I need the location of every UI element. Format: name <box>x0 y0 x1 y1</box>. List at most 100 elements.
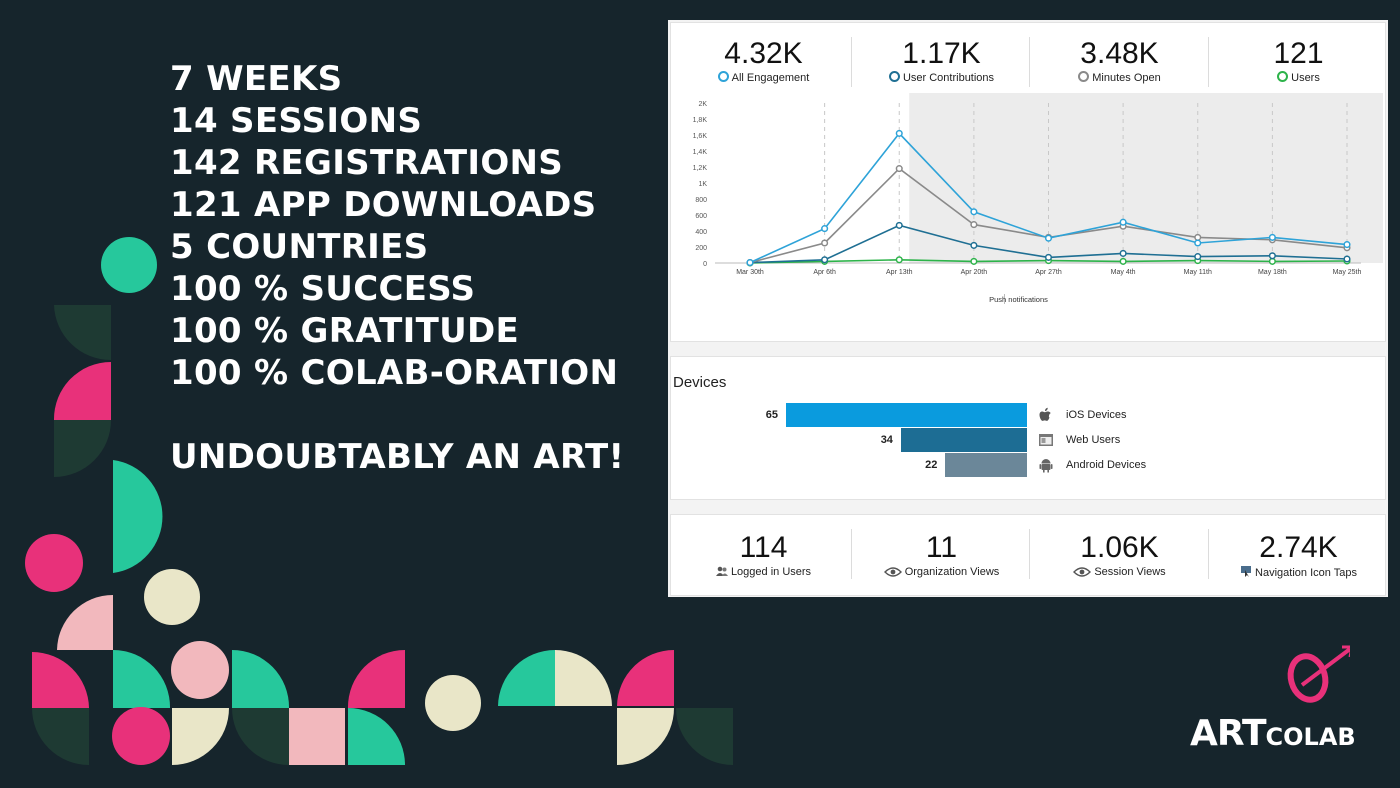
logo-text-art: ART <box>1190 713 1267 754</box>
kpi-label: All Engagement <box>731 72 810 84</box>
data-point <box>1268 252 1276 260</box>
stat-line: 121 APP DOWNLOADS <box>170 185 597 225</box>
data-point <box>895 129 903 137</box>
devices-card: Devices 65 iOS Devices 34 Web Users 22 Androi… <box>670 356 1386 500</box>
kpi-session-views[interactable]: 1.06K Session Views <box>1037 531 1202 579</box>
data-point <box>895 165 903 173</box>
stat-line: 7 WEEKS <box>170 59 343 99</box>
tagline: UNDOUBTABLY AN ART! <box>170 437 625 477</box>
device-value: 22 <box>925 459 938 471</box>
kpi-label: Logged in Users <box>730 566 812 578</box>
legend-ring-icon <box>888 71 900 82</box>
users-icon <box>715 566 728 576</box>
x-tick-label: May 25th <box>1333 269 1362 276</box>
legend-ring-icon <box>1277 71 1289 82</box>
data-point <box>821 239 829 247</box>
kpi-value: 1.17K <box>902 37 981 70</box>
x-tick-label: May 4th <box>1111 269 1136 276</box>
x-tick-label: Apr 20th <box>961 269 988 276</box>
eye-icon <box>1073 567 1092 577</box>
apple-icon <box>1038 407 1054 423</box>
eye-icon <box>883 567 902 577</box>
kpi-organization-views[interactable]: 11 Organization Views <box>859 531 1024 579</box>
y-tick-label: 800 <box>695 197 707 204</box>
x-tick-label: Apr 13th <box>886 269 913 276</box>
engagement-line-chart: 0 200 400 600 800 1K 1,2K 1,4K 1,6K 1,8K 2K Mar 30t… <box>693 93 1383 304</box>
decorative-shapes <box>25 237 733 765</box>
shaded-region <box>909 93 1383 263</box>
data-point <box>970 257 978 265</box>
tap-icon <box>1241 566 1252 577</box>
legend-ring-icon <box>717 71 729 82</box>
data-point <box>1044 253 1053 261</box>
device-label: Web Users <box>1066 434 1121 446</box>
kpi-user-contributions[interactable]: 1.17K User Contributions <box>859 37 1024 85</box>
y-tick-label: 200 <box>695 245 707 252</box>
y-tick-label: 1,6K <box>693 133 708 140</box>
device-bar <box>945 453 1027 477</box>
kpi-value: 114 <box>739 531 788 564</box>
kpi-all-engagement[interactable]: 4.32K All Engagement <box>681 37 846 85</box>
stats-list: 7 WEEKS 14 SESSIONS 142 REGISTRATIONS 12… <box>170 58 624 478</box>
data-point <box>1194 253 1202 261</box>
views-card: 114 Logged in Users 11 Organization View… <box>670 514 1386 596</box>
engagement-card: 4.32K All Engagement 1.17K User Contribu… <box>670 22 1386 342</box>
annotation-label: Push notifications <box>989 295 1048 304</box>
y-tick-label: 1K <box>698 181 707 188</box>
data-point <box>821 225 829 233</box>
kpi-minutes-open[interactable]: 3.48K Minutes Open <box>1037 37 1202 85</box>
data-point <box>1119 257 1127 265</box>
device-label: iOS Devices <box>1066 409 1127 421</box>
data-point <box>1268 257 1276 265</box>
legend-ring-icon <box>1078 71 1090 82</box>
y-tick-label: 1,8K <box>693 117 708 124</box>
data-point <box>746 259 754 267</box>
android-icon <box>1038 457 1054 473</box>
kpi-value: 4.32K <box>724 37 803 70</box>
stat-line: 100 % GRATITUDE <box>170 311 520 351</box>
y-tick-label: 0 <box>703 261 707 268</box>
x-tick-label: Apr 27th <box>1035 269 1062 276</box>
stat-line: 100 % SUCCESS <box>170 269 476 309</box>
data-point <box>895 256 903 264</box>
x-tick-label: Mar 30th <box>736 269 764 276</box>
kpi-label: Organization Views <box>904 566 1000 578</box>
device-label: Android Devices <box>1066 459 1147 471</box>
x-tick-label: Apr 6th <box>813 269 836 276</box>
data-point <box>970 208 978 216</box>
kpi-value: 2.74K <box>1259 531 1338 564</box>
y-tick-label: 400 <box>695 229 707 236</box>
dashboard-panel: 4.32K All Engagement 1.17K User Contribu… <box>668 20 1388 597</box>
data-point <box>970 241 978 249</box>
data-point <box>1194 233 1202 241</box>
data-point <box>970 221 978 229</box>
kpi-label: Navigation Icon Taps <box>1255 567 1357 579</box>
kpi-logged-in-users[interactable]: 114 Logged in Users <box>681 531 846 579</box>
data-point <box>1194 239 1202 247</box>
kpi-value: 11 <box>925 531 958 564</box>
stat-line: 100 % COLAB-ORATION <box>170 353 619 393</box>
device-value: 34 <box>880 434 893 446</box>
stat-line: 14 SESSIONS <box>170 101 423 141</box>
device-value: 65 <box>765 409 778 421</box>
data-point <box>1119 218 1127 226</box>
data-point <box>821 256 829 264</box>
kpi-value: 1.06K <box>1080 531 1159 564</box>
kpi-value: 121 <box>1273 37 1324 70</box>
device-bar <box>900 428 1027 452</box>
kpi-label: Users <box>1291 72 1320 84</box>
data-point <box>1044 234 1053 242</box>
stat-line: 142 REGISTRATIONS <box>170 143 564 183</box>
y-tick-label: 1,2K <box>693 165 708 172</box>
kpi-navigation-icon-taps[interactable]: 2.74K Navigation Icon Taps <box>1216 531 1381 580</box>
kpi-value: 3.48K <box>1080 37 1159 70</box>
y-tick-label: 600 <box>695 213 707 220</box>
kpi-label: Session Views <box>1094 566 1166 578</box>
data-point <box>1343 255 1351 263</box>
y-tick-label: 2K <box>698 101 707 108</box>
data-point <box>1268 233 1276 241</box>
kpi-users[interactable]: 121 Users <box>1216 37 1381 85</box>
y-tick-label: 1,4K <box>693 149 708 156</box>
data-point <box>1119 249 1127 257</box>
devices-title: Devices <box>673 374 727 391</box>
